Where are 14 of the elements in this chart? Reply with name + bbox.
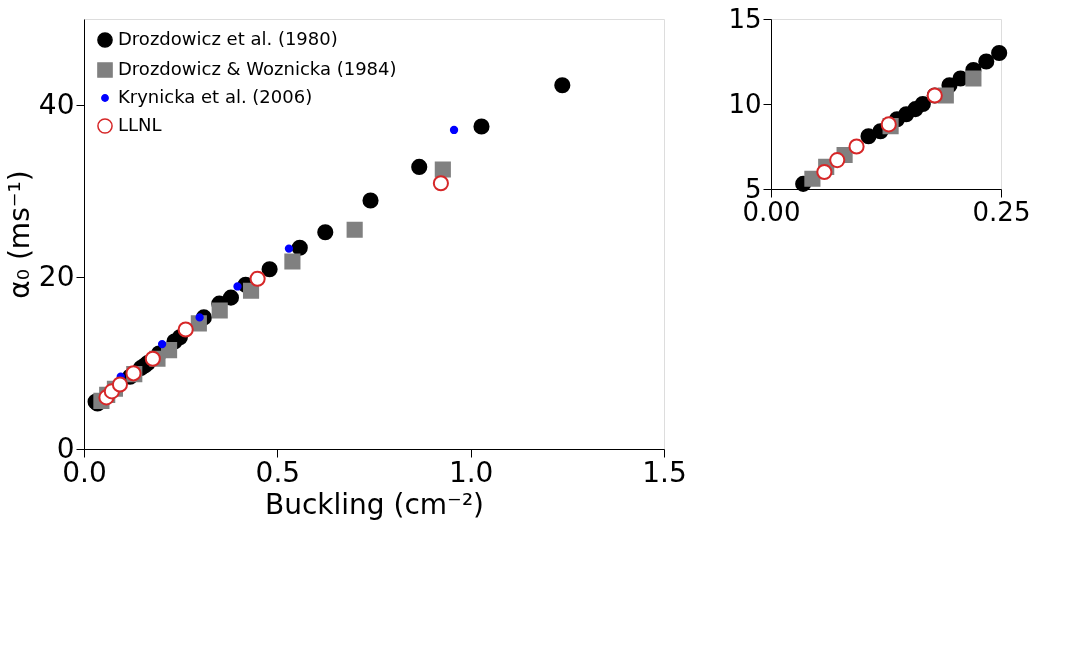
legend-label: Drozdowicz & Woznicka (1984) [118,58,397,79]
y-tick-label: 10 [728,88,762,119]
x-tick-label: 1.5 [642,455,687,489]
x-tick-label: 1.0 [448,455,494,489]
legend-label: Drozdowicz et al. (1980) [118,28,338,49]
legend-label: Krynicka et al. (2006) [118,86,313,107]
x-tick-label: 0.25 [972,196,1031,227]
y-tick-label: 20 [38,259,75,293]
y-tick-label: 15 [728,3,762,34]
x-tick-label: 0.5 [255,455,301,489]
y-tick-label: 40 [38,87,75,121]
legend-label: LLNL [118,114,162,135]
y-axis-title: α₀ (ms⁻¹) [2,170,36,299]
x-axis-title: Buckling (cm⁻²) [264,487,485,521]
